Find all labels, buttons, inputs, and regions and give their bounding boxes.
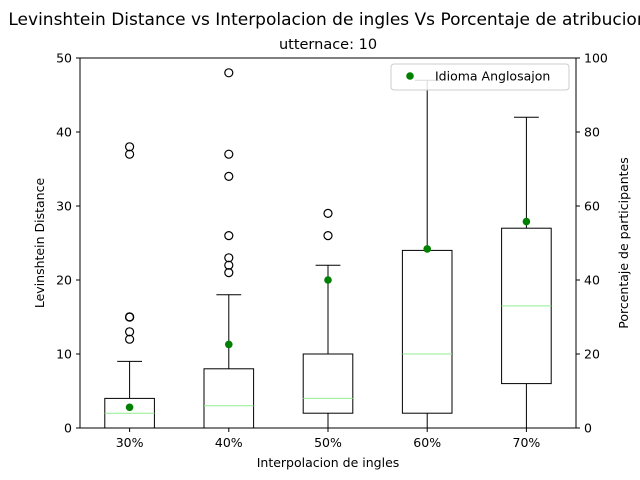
legend-label: Idioma Anglosajon [435, 69, 550, 84]
outlier-point [323, 231, 333, 241]
box [203, 368, 255, 429]
box [401, 249, 453, 414]
outlier-point [224, 68, 234, 78]
series-point [324, 276, 332, 284]
y-left-tick-label: 30 [56, 199, 72, 214]
outlier-point [125, 149, 135, 159]
y-left-tick-label: 10 [56, 347, 72, 362]
legend: Idioma Anglosajon [390, 63, 570, 91]
y-right-tick-label: 20 [584, 347, 600, 362]
y-left-tick-label: 50 [56, 51, 72, 66]
outlier-point [323, 208, 333, 218]
outlier-point [224, 253, 234, 263]
outlier-point [224, 260, 234, 270]
x-axis-label: Interpolacion de ingles [257, 455, 400, 470]
outlier-point [125, 327, 135, 337]
y-right-tick-label: 80 [584, 125, 600, 140]
y-axis-right-label: Porcentaje de participantes [616, 157, 631, 328]
series-point [423, 245, 432, 253]
outlier-point [224, 268, 234, 278]
plot-area: 30% 40% 50% 60% 70% 0 10 20 30 40 50 0 20 40 60 80 100 [56, 51, 608, 451]
x-tick-label: 50% [314, 435, 342, 450]
chart-title: Levinshtein Distance vs Interpolacion de… [8, 10, 640, 30]
outlier-point [224, 231, 234, 241]
outlier-point [125, 334, 135, 344]
outlier-point [224, 149, 234, 159]
x-tick-label: 40% [215, 435, 243, 450]
series-point [225, 340, 233, 349]
y-left-tick-label: 20 [56, 273, 72, 288]
plot-frame [79, 57, 577, 429]
x-tick-label: 70% [513, 435, 541, 450]
x-tick-label: 30% [116, 435, 144, 450]
y-left-tick-label: 40 [56, 125, 72, 140]
legend-marker [406, 72, 414, 80]
y-left-tick-label: 0 [64, 421, 72, 436]
y-right-tick-label: 40 [584, 273, 600, 288]
y-axis-left-label: Levinshtein Distance [32, 178, 47, 309]
x-tick-label: 60% [413, 435, 441, 450]
box [302, 353, 354, 414]
legend-box [390, 63, 570, 91]
series-point [522, 217, 531, 226]
series-point [125, 403, 134, 412]
y-right-tick-label: 0 [584, 421, 592, 436]
y-right-tick-label: 60 [584, 199, 600, 214]
outlier-point [125, 142, 135, 152]
y-right-tick-label: 100 [584, 51, 608, 66]
chart-subtitle: utternace: 10 [279, 37, 377, 53]
outlier-point [224, 171, 234, 181]
outlier-point [125, 312, 135, 322]
